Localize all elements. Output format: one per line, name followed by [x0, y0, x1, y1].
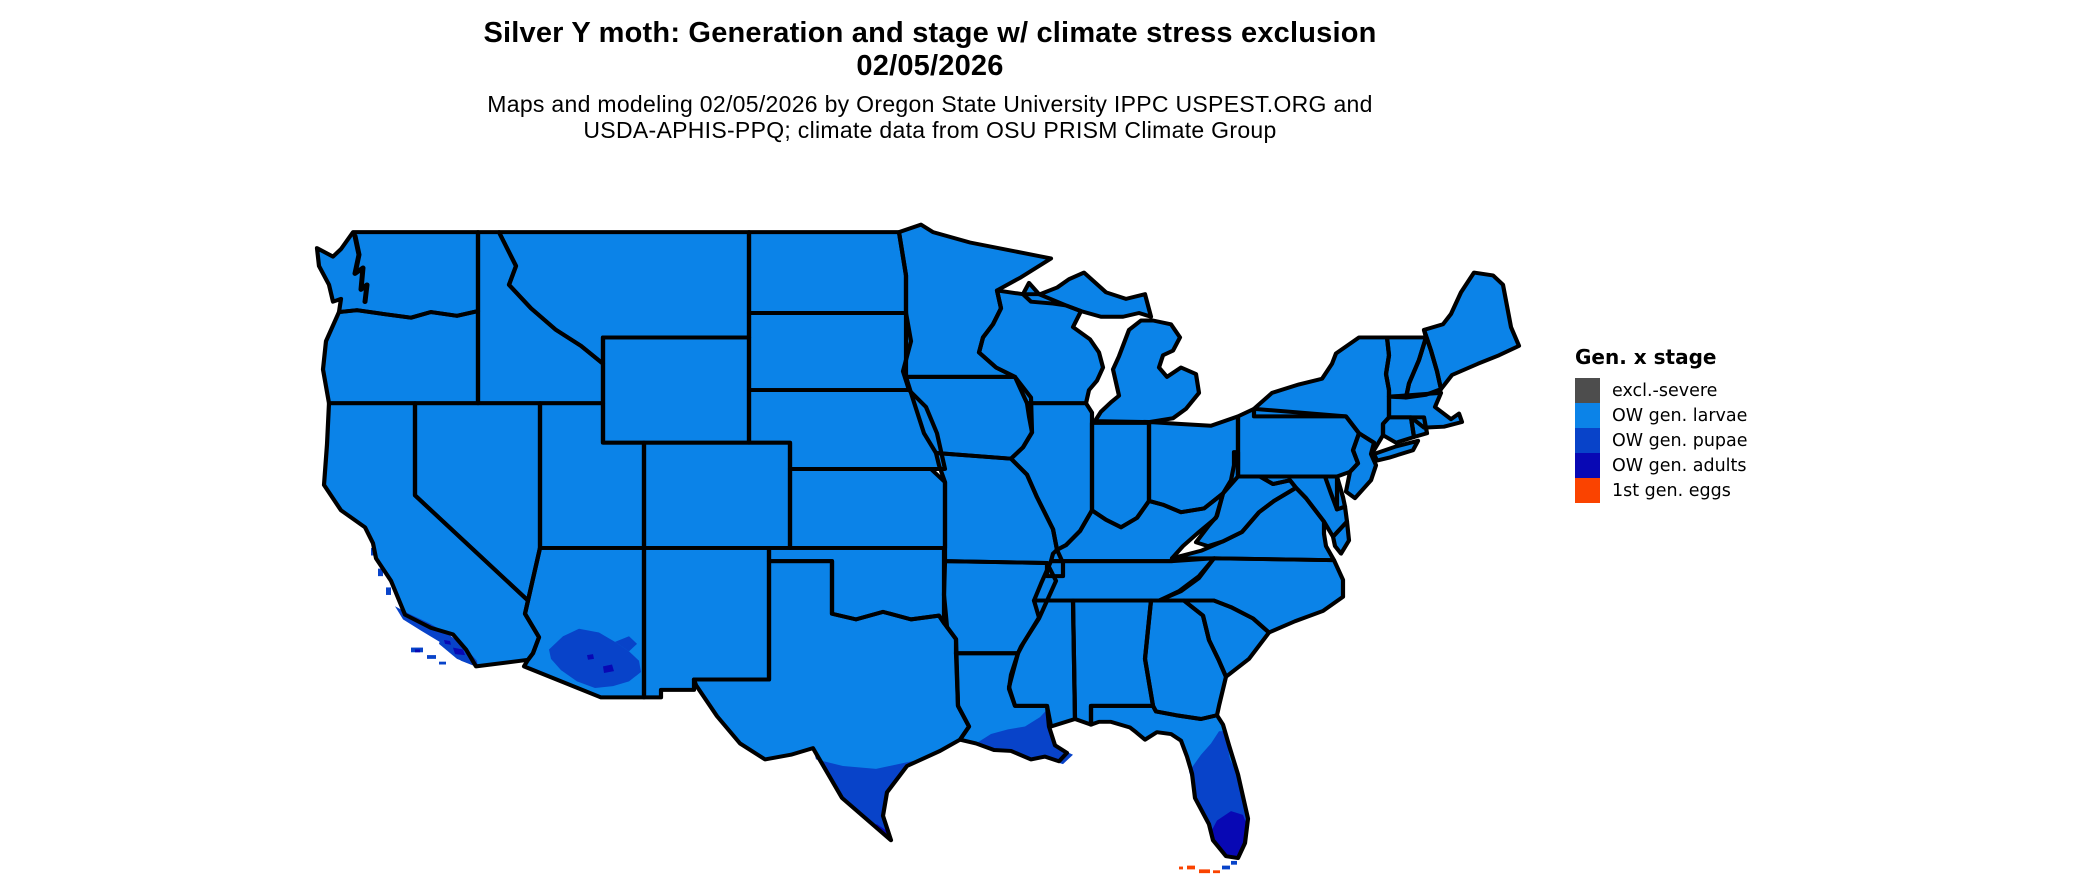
speck-first_eggs-9	[1187, 865, 1195, 870]
state-long_island	[1374, 440, 1418, 461]
state-vermont	[1386, 337, 1426, 398]
patch-ow_adults-6	[453, 647, 465, 656]
patch-ow_adults-7	[444, 640, 451, 645]
state-north_carolina	[1159, 558, 1343, 633]
subtitle-block: Maps and modeling 02/05/2026 by Oregon S…	[0, 91, 1860, 143]
state-connecticut	[1383, 417, 1414, 443]
border-michigan_upper	[1020, 270, 1154, 319]
legend-label-ow_pupae: OW gen. pupae	[1612, 430, 1748, 451]
state-indiana	[1092, 422, 1149, 528]
patch-ow_pupae-3	[615, 636, 637, 652]
border-massachusetts	[1386, 390, 1465, 430]
legend-label-first_eggs: 1st gen. eggs	[1612, 480, 1731, 501]
state-missouri	[936, 453, 1063, 577]
legend: Gen. x stage excl.-severe OW gen. larvae O…	[1575, 345, 1748, 503]
border-rhode_island	[1408, 415, 1430, 440]
speck-ow_pupae-12	[1222, 865, 1230, 870]
legend-item-excl_severe: excl.-severe	[1575, 378, 1748, 403]
figure-attribution-line1: Maps and modeling 02/05/2026 by Oregon S…	[487, 91, 1373, 117]
legend-label-ow_adults: OW gen. adults	[1612, 455, 1747, 476]
speck-ow_pupae-2	[386, 587, 391, 595]
state-colorado	[644, 442, 790, 548]
title-block: Silver Y moth: Generation and stage w/ c…	[0, 17, 1860, 83]
figure-title-date: 02/05/2026	[856, 50, 1004, 82]
border-nebraska	[746, 388, 948, 471]
border-maine	[1421, 270, 1522, 392]
state-tennessee	[1034, 558, 1214, 601]
border-wisconsin	[976, 280, 1106, 406]
state-nebraska	[749, 390, 945, 470]
legend-swatch-first_eggs	[1575, 478, 1600, 503]
state-pennsylvania	[1238, 408, 1359, 477]
state-nevada	[415, 403, 540, 601]
state-ohio	[1149, 416, 1238, 513]
state-oklahoma	[769, 547, 944, 624]
legend-items: excl.-severe OW gen. larvae OW gen. pupae O…	[1575, 378, 1748, 503]
border-oregon	[320, 308, 481, 406]
state-michigan_upper	[1023, 272, 1151, 317]
legend-swatch-ow_larvae	[1575, 403, 1600, 428]
speck-first_eggs-11	[1213, 870, 1220, 874]
border-michigan_lower	[1092, 318, 1202, 424]
state-new_york	[1254, 337, 1389, 451]
state-west_virginia	[1196, 452, 1296, 547]
state-utah	[540, 403, 644, 548]
speck-ow_pupae-1	[378, 568, 383, 577]
state-oregon	[323, 310, 478, 404]
border-delmarva_virginia	[1330, 519, 1352, 556]
legend-item-ow_adults: OW gen. adults	[1575, 453, 1748, 478]
legend-item-ow_larvae: OW gen. larvae	[1575, 403, 1748, 428]
legend-swatch-excl_severe	[1575, 378, 1600, 403]
speck-ow_pupae-4	[427, 655, 436, 659]
us-conus-map	[314, 222, 1522, 874]
state-mississippi	[1009, 600, 1075, 727]
state-arkansas	[944, 561, 1056, 654]
patch-ow_pupae-2	[549, 628, 641, 688]
state-montana	[499, 232, 749, 364]
state-maine	[1424, 272, 1519, 390]
legend-item-ow_pupae: OW gen. pupae	[1575, 428, 1748, 453]
speck-first_eggs-8	[1179, 866, 1183, 870]
state-kentucky	[1051, 493, 1223, 562]
border-south_carolina	[1181, 598, 1272, 679]
patch-ow_adults-12	[1212, 811, 1248, 859]
patch-ow_adults-5	[587, 654, 594, 660]
figure-title: Silver Y moth: Generation and stage w/ c…	[483, 17, 1377, 49]
border-florida	[1088, 703, 1251, 861]
state-new_mexico	[644, 547, 769, 698]
state-california	[324, 403, 539, 667]
legend-swatch-ow_adults	[1575, 453, 1600, 478]
state-north_dakota	[749, 232, 906, 313]
state-virginia	[1172, 487, 1334, 561]
speck-ow_pupae-13	[1231, 860, 1237, 865]
state-wyoming	[603, 337, 749, 443]
puget-sound-detail	[352, 233, 370, 305]
state-massachusetts	[1389, 392, 1462, 428]
state-kansas	[790, 469, 945, 548]
state-michigan_lower	[1095, 320, 1199, 423]
state-south_dakota	[749, 312, 911, 391]
speck-first_eggs-10	[1199, 869, 1210, 874]
border-long_island	[1371, 438, 1421, 463]
border-texas	[691, 559, 972, 843]
state-fill-layer	[317, 224, 1519, 859]
legend-label-excl_severe: excl.-severe	[1612, 380, 1718, 401]
legend-item-first_eggs: 1st gen. eggs	[1575, 478, 1748, 503]
legend-label-ow_larvae: OW gen. larvae	[1612, 405, 1748, 426]
patch-ow_pupae-10	[976, 709, 1073, 765]
state-minnesota	[899, 224, 1051, 377]
state-alabama	[1073, 600, 1153, 725]
legend-swatch-ow_pupae	[1575, 428, 1600, 453]
speck-ow_pupae-5	[439, 661, 446, 665]
patch-ow_adults-4	[603, 664, 614, 673]
speck-ow_adults-6	[415, 649, 420, 653]
state-new_hampshire	[1406, 329, 1441, 398]
figure-attribution-line2: USDA-APHIS-PPQ; climate data from OSU PR…	[583, 117, 1277, 143]
state-border-layer	[314, 222, 1522, 861]
legend-title: Gen. x stage	[1575, 345, 1717, 369]
state-illinois	[1011, 403, 1092, 550]
